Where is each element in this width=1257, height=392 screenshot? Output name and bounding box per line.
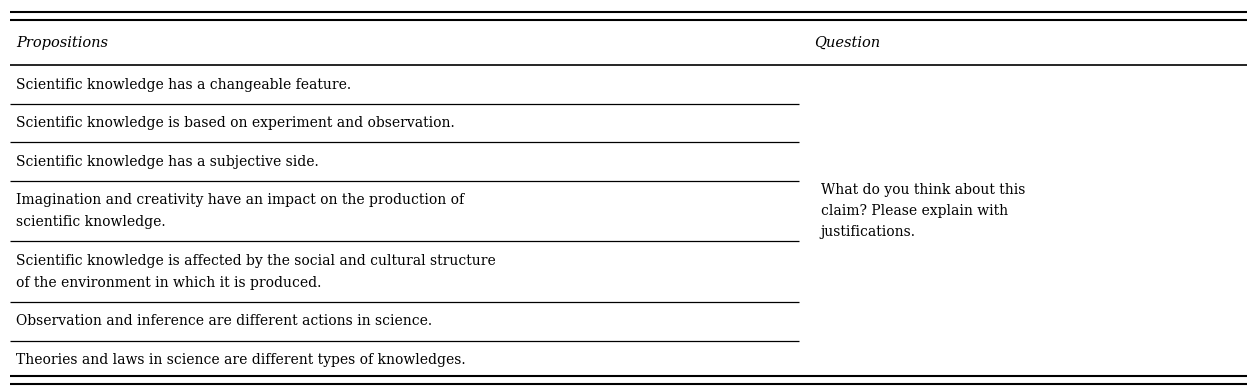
Text: Scientific knowledge is based on experiment and observation.: Scientific knowledge is based on experim… [16, 116, 455, 130]
Text: Imagination and creativity have an impact on the production of: Imagination and creativity have an impac… [16, 193, 465, 207]
Text: Question: Question [815, 36, 881, 50]
Text: Propositions: Propositions [16, 36, 108, 50]
Text: Scientific knowledge has a subjective side.: Scientific knowledge has a subjective si… [16, 154, 319, 169]
Text: Scientific knowledge has a changeable feature.: Scientific knowledge has a changeable fe… [16, 78, 352, 92]
Text: scientific knowledge.: scientific knowledge. [16, 215, 166, 229]
Text: Scientific knowledge is affected by the social and cultural structure: Scientific knowledge is affected by the … [16, 254, 497, 268]
Text: Observation and inference are different actions in science.: Observation and inference are different … [16, 314, 432, 328]
Text: of the environment in which it is produced.: of the environment in which it is produc… [16, 276, 322, 290]
Text: What do you think about this
claim? Please explain with
justifications.: What do you think about this claim? Plea… [821, 183, 1026, 239]
Text: Theories and laws in science are different types of knowledges.: Theories and laws in science are differe… [16, 353, 466, 367]
